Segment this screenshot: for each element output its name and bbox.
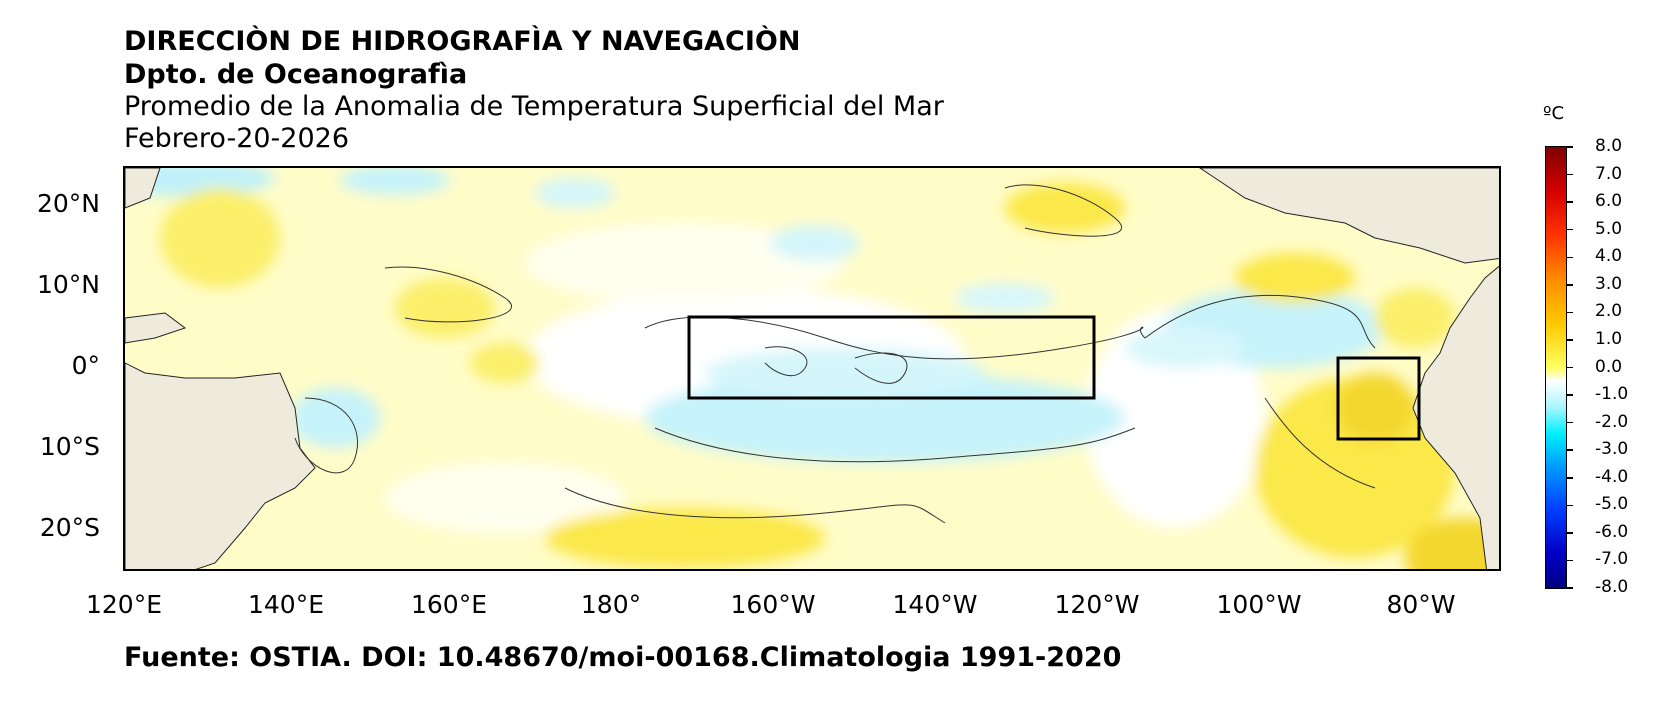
colorbar-tick-label: 4.0 (1595, 246, 1623, 267)
data-source-note: Fuente: OSTIA. DOI: 10.48670/moi-00168.C… (124, 642, 1122, 673)
lon-label-80w: 80°W (1386, 590, 1456, 619)
colorbar-tick-label: -7.0 (1595, 549, 1629, 570)
colorbar-tick-mark (1566, 284, 1573, 286)
colorbar-tick-mark (1566, 504, 1573, 507)
colorbar-tick-mark (1566, 421, 1573, 424)
colorbar-tick-label: 2.0 (1595, 301, 1623, 322)
colorbar-tick-mark (1566, 146, 1573, 148)
lat-label-10s: 10°S (39, 432, 100, 461)
colorbar-tick-label: -3.0 (1595, 439, 1629, 460)
indonesia-land (125, 312, 187, 344)
map-subtitle-variable: Promedio de la Anomalia de Temperatura S… (124, 91, 944, 122)
map-title: DIRECCIÒN DE HIDROGRAFÌA Y NAVEGACIÒN (124, 26, 801, 57)
anomaly-contours (294, 184, 1376, 524)
lon-label-160w: 160°W (730, 590, 816, 619)
colorbar-tick-mark (1566, 449, 1573, 451)
sst-anomaly-map (123, 166, 1501, 571)
lon-label-160e: 160°E (410, 590, 488, 619)
lon-label-140e: 140°E (247, 590, 325, 619)
lat-label-20n: 20°N (36, 189, 100, 218)
colorbar-tick-label: -2.0 (1595, 411, 1629, 432)
nino-3-4-box (687, 315, 1096, 400)
lon-label-180: 180° (580, 590, 642, 619)
colorbar-tick-label: -8.0 (1595, 577, 1629, 597)
south-america-land (1412, 265, 1499, 569)
australia-new-guinea-land (125, 362, 316, 569)
colorbar-tick-mark (1566, 173, 1573, 176)
colorbar-tick-mark (1566, 228, 1573, 231)
map-subtitle-department: Dpto. de Oceanografìa (124, 59, 468, 90)
colorbar-tick-mark (1566, 256, 1573, 258)
nino-1-2-box (1336, 356, 1421, 441)
lon-label-100w: 100°W (1216, 590, 1302, 619)
colorbar-tick-label: -4.0 (1595, 466, 1629, 487)
north-america-land (1199, 168, 1499, 264)
lon-label-120w: 120°W (1054, 590, 1140, 619)
colorbar-tick-mark (1566, 532, 1573, 534)
map-date: Febrero-20-2026 (124, 123, 350, 154)
colorbar-tick-label: 0.0 (1595, 356, 1623, 377)
colorbar (1545, 146, 1567, 589)
colorbar-tick-label: 1.0 (1595, 328, 1623, 349)
colorbar-tick-mark (1566, 477, 1573, 479)
asia-land (125, 168, 161, 209)
colorbar-tick-label: 5.0 (1595, 218, 1623, 239)
colorbar-unit: ºC (1543, 103, 1565, 124)
colorbar-tick-label: -6.0 (1595, 521, 1629, 542)
lat-label-20s: 20°S (39, 513, 100, 542)
colorbar-tick-mark (1566, 339, 1573, 341)
lon-label-140w: 140°W (892, 590, 978, 619)
colorbar-tick-mark (1566, 587, 1573, 589)
colorbar-tick-mark (1566, 311, 1573, 314)
lat-label-equator: 0° (71, 351, 100, 380)
colorbar-tick-label: 7.0 (1595, 163, 1623, 184)
colorbar-tick-mark (1566, 366, 1573, 369)
lat-label-10n: 10°N (36, 270, 100, 299)
colorbar-tick-label: 8.0 (1595, 136, 1623, 156)
colorbar-tick-mark (1566, 559, 1573, 562)
colorbar-tick-label: 3.0 (1595, 273, 1623, 294)
colorbar-tick-mark (1566, 201, 1573, 203)
colorbar-tick-label: -5.0 (1595, 494, 1629, 515)
anomaly-field (125, 168, 1499, 569)
map-canvas (125, 168, 1499, 569)
colorbar-tick-mark (1566, 394, 1573, 396)
colorbar-tick-label: 6.0 (1595, 191, 1623, 212)
land-masses (125, 168, 1499, 569)
colorbar-tick-label: -1.0 (1595, 384, 1629, 405)
lon-label-120e: 120°E (85, 590, 163, 619)
